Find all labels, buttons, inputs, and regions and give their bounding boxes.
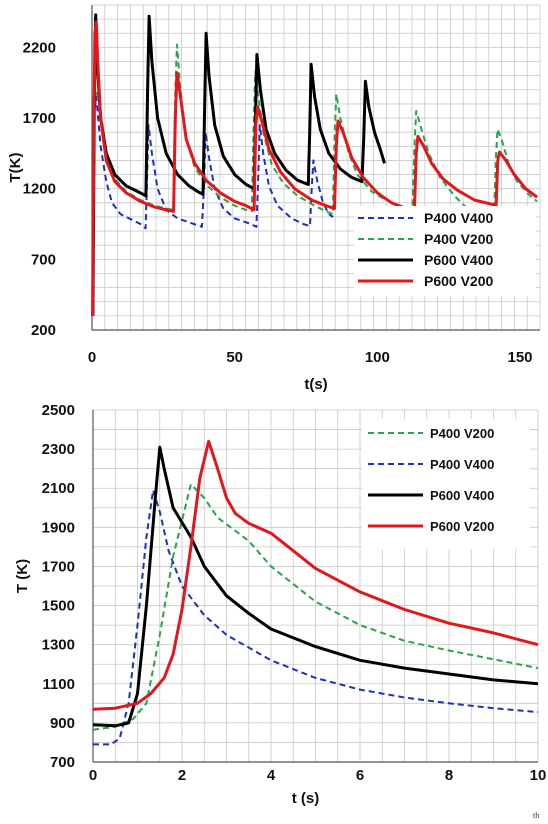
bottom-legend-label: P600 V400 [430,488,494,503]
top-series-line-p600-v200 [91,20,538,316]
bottom-y-axis-label: T (K) [14,559,31,593]
bottom-y-tick-label: 2100 [42,480,75,497]
bottom-x-tick-label: 0 [89,767,97,784]
top-series-line-p400-v400 [92,95,334,230]
footnote-text: th [533,811,539,820]
bottom-x-tick-label: 10 [530,767,547,784]
bottom-y-tick-label: 1700 [42,558,75,575]
bottom-y-tick-label: 1100 [42,676,75,693]
top-y-tick-label: 1700 [23,110,56,127]
top-y-tick-label: 700 [31,251,56,268]
bottom-series-line-p600-v400 [92,445,539,728]
bottom-x-axis-label: t (s) [292,790,320,807]
top-y-tick-label: 1200 [23,181,56,198]
bottom-y-tick-label: 2300 [42,441,75,458]
top-legend-label: P400 V400 [424,210,493,226]
bottom-x-tick-label: 4 [267,767,276,784]
top-legend-label: P400 V200 [424,231,493,247]
top-y-tick-label: 200 [31,322,56,339]
top-legend-label: P600 V200 [424,273,493,289]
bottom-series-line-p400-v200 [92,483,539,731]
top-series-line-p600-v400 [91,13,386,316]
bottom-y-tick-label: 2500 [42,402,75,419]
bottom-y-tick-label: 1500 [42,598,75,615]
top-legend-label: P600 V400 [424,252,493,268]
top-x-axis-label: t(s) [304,376,327,393]
top-y-axis-label: T(K) [7,153,24,183]
bottom-series-line-p600-v200 [92,439,539,711]
bottom-y-tick-label: 900 [50,715,75,732]
top-x-tick-label: 0 [88,349,96,366]
bottom-legend-label: P400 V200 [430,426,494,441]
bottom-x-tick-label: 2 [178,767,186,784]
top-y-tick-label: 2200 [23,39,56,56]
top-x-tick-label: 150 [508,349,533,366]
bottom-y-tick-label: 1300 [42,637,75,654]
top-x-tick-label: 100 [365,349,390,366]
bottom-y-tick-label: 1900 [42,519,75,536]
bottom-legend-label: P600 V200 [430,519,494,534]
bottom-x-tick-label: 8 [445,767,453,784]
bottom-legend-label: P400 V400 [430,457,494,472]
chart-top: 0 50 100 150 200 700 1200 1700 2200 t(s) T(K) P400 … [7,4,541,393]
chart-bottom: 0 2 4 6 8 10 700 900 1100 1300 1500 1700 1900 2100 230… [14,402,546,807]
bottom-y-tick-label: 700 [50,754,75,771]
top-x-tick-label: 50 [226,349,243,366]
bottom-x-tick-label: 6 [356,767,364,784]
bottom-series-line-p400-v400 [93,489,539,746]
